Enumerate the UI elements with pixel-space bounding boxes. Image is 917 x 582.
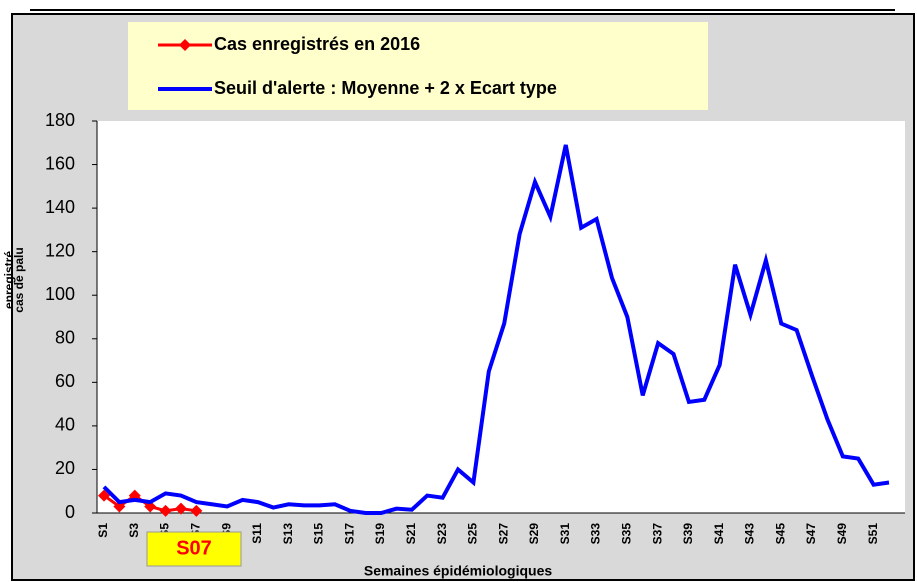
x-tick-label: S11 — [250, 523, 264, 544]
x-tick-label: S23 — [435, 523, 449, 545]
legend-marker — [179, 39, 191, 51]
y-tick-label: 60 — [55, 371, 75, 391]
y-tick-label: 140 — [45, 197, 75, 217]
y-tick-label: 20 — [55, 458, 75, 478]
legend-label: Seuil d'alerte : Moyenne + 2 x Ecart typ… — [214, 78, 557, 98]
x-tick-label: S37 — [650, 523, 664, 545]
legend-label: Cas enregistrés en 2016 — [214, 34, 420, 54]
y-axis-title-line: cas de palu — [12, 247, 26, 312]
x-tick-label: S19 — [373, 523, 387, 545]
x-tick-label: S31 — [558, 523, 572, 545]
y-tick-label: 40 — [55, 415, 75, 435]
annotation: S07 — [176, 537, 212, 559]
y-tick-label: 160 — [45, 153, 75, 173]
y-tick-label: 0 — [65, 502, 75, 522]
y-axis-title-line: enregistré — [2, 251, 16, 309]
y-tick-label: 100 — [45, 284, 75, 304]
plot-area — [97, 121, 905, 513]
point — [190, 504, 203, 517]
x-tick-label: S25 — [466, 523, 480, 545]
x-tick-label: S15 — [312, 523, 326, 545]
x-tick-label: S17 — [342, 523, 356, 545]
legend — [128, 22, 708, 110]
x-tick-label: S39 — [681, 523, 695, 545]
x-tick-label: S47 — [804, 523, 818, 545]
x-tick-label: S21 — [404, 523, 418, 545]
x-tick-label: S35 — [620, 523, 634, 545]
x-tick-label: S27 — [496, 523, 510, 545]
x-tick-label: S13 — [281, 523, 295, 545]
point — [174, 502, 187, 515]
y-tick-label: 180 — [45, 110, 75, 130]
annotation-box — [146, 531, 242, 567]
point — [159, 504, 172, 517]
x-tick-label: S45 — [773, 523, 787, 545]
x-tick-label: S33 — [589, 523, 603, 545]
x-tick-label: S51 — [866, 523, 880, 545]
y-tick-label: 80 — [55, 328, 75, 348]
x-axis-title: Semaines épidémiologiques — [364, 563, 552, 579]
y-tick-label: 120 — [45, 240, 75, 260]
x-tick-label: S43 — [743, 523, 757, 545]
x-tick-label: S49 — [835, 523, 849, 545]
x-tick-label: S3 — [127, 523, 141, 538]
y-axis-title: cas de palu enregistré — [2, 247, 26, 312]
x-tick-label: S41 — [712, 523, 726, 545]
x-tick-label: S29 — [527, 523, 541, 545]
series-line — [102, 144, 890, 515]
x-tick-label: S1 — [96, 523, 110, 538]
